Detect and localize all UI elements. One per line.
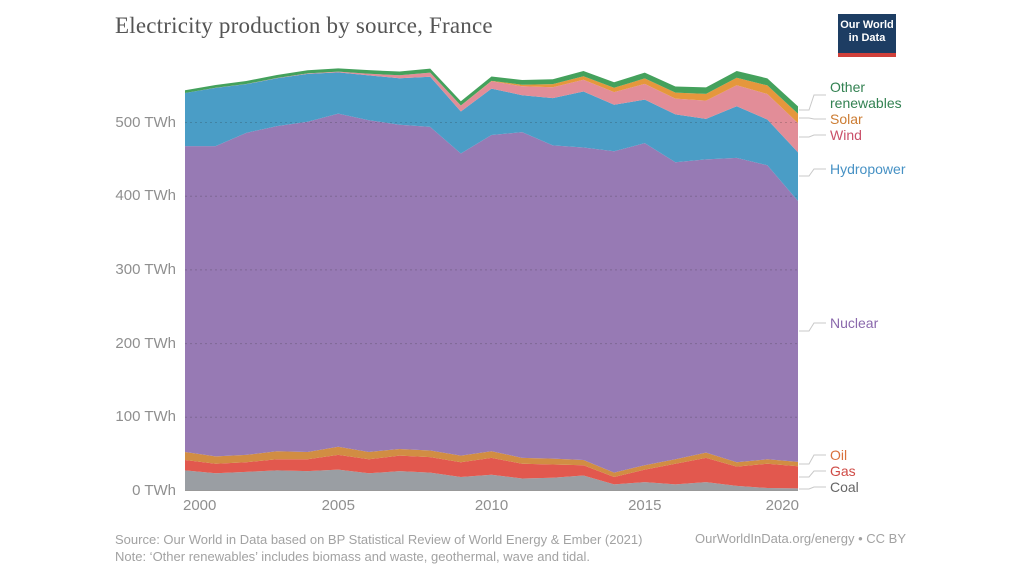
area-hydropower[interactable] — [185, 72, 798, 201]
legend-connector-gas — [799, 470, 826, 478]
footer-source: Source: Our World in Data based on BP St… — [115, 532, 643, 547]
legend-item-wind[interactable]: Wind — [830, 127, 862, 143]
area-nuclear[interactable] — [185, 113, 798, 473]
legend-item-nuclear[interactable]: Nuclear — [830, 315, 879, 331]
legend-connector-hydropower — [799, 168, 826, 177]
footer-note: Note: ‘Other renewables’ includes biomas… — [115, 549, 590, 564]
x-tick-label: 2015 — [628, 497, 662, 514]
y-tick-label: 200 TWh — [115, 334, 176, 352]
stacked-area-plot[interactable] — [185, 60, 798, 491]
x-tick-label: 2010 — [474, 497, 509, 514]
legend-connector-nuclear — [799, 322, 826, 332]
owid-logo: Our World in Data — [838, 14, 896, 57]
area-oil[interactable] — [185, 446, 798, 477]
legend-connector-solar — [799, 117, 826, 120]
y-tick-label: 500 TWh — [115, 113, 176, 131]
footer-license: OurWorldInData.org/energy • CC BY — [695, 531, 906, 546]
legend-connector-coal — [799, 486, 826, 490]
area-solar[interactable] — [185, 71, 798, 124]
x-tick-label: 2020 — [765, 497, 799, 514]
legend-connector-oil — [799, 454, 826, 465]
y-tick-label: 0 TWh — [132, 482, 176, 499]
chart-title: Electricity production by source, France — [115, 13, 493, 38]
legend-item-gas[interactable]: Gas — [830, 463, 856, 479]
area-other-renewables[interactable] — [185, 68, 798, 114]
legend-item-other-renewables[interactable]: Other renewables — [830, 79, 902, 111]
y-tick-label: 400 TWh — [115, 187, 176, 205]
area-coal[interactable] — [185, 469, 798, 491]
x-tick-label: 2005 — [321, 497, 355, 514]
area-gas[interactable] — [185, 454, 798, 489]
legend-item-coal[interactable]: Coal — [830, 479, 859, 495]
area-wind[interactable] — [185, 71, 798, 153]
x-tick-label: 2000 — [183, 497, 217, 514]
owid-logo-line1: Our World — [840, 19, 894, 31]
footer: Source: Our World in Data based on BP St… — [115, 531, 642, 565]
owid-logo-line2: in Data — [848, 32, 886, 44]
legend-item-hydropower[interactable]: Hydropower — [830, 161, 906, 177]
y-tick-label: 100 TWh — [115, 408, 176, 426]
legend-connector-wind — [799, 134, 826, 138]
legend-connector-other-renewables — [799, 94, 826, 111]
legend-item-solar[interactable]: Solar — [830, 111, 863, 127]
y-tick-label: 300 TWh — [115, 260, 176, 278]
legend-item-oil[interactable]: Oil — [830, 447, 848, 463]
